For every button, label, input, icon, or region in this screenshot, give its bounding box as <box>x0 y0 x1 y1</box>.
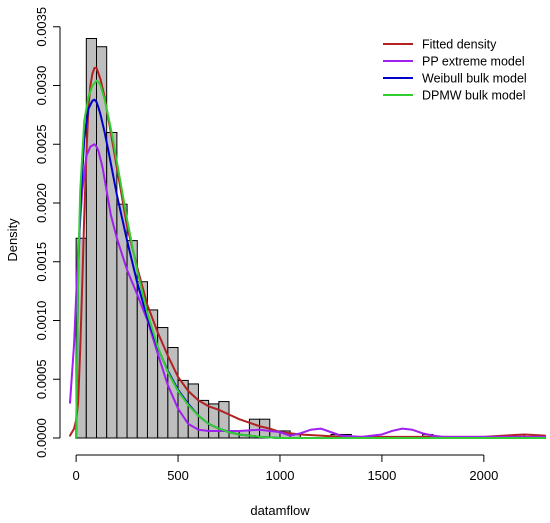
legend-label: PP extreme model <box>422 55 525 69</box>
y-tick-label: 0.0020 <box>34 183 49 223</box>
x-axis-label: datamflow <box>250 503 310 518</box>
x-axis-ticks: 0 500 1000 1500 2000 <box>72 455 498 483</box>
y-tick-label: 0.0025 <box>34 124 49 164</box>
series-line-pp-extreme-model <box>69 143 546 438</box>
series-line-dpmw-bulk-model <box>75 79 546 439</box>
y-tick-label: 0.0030 <box>34 66 49 106</box>
x-tick-label: 2000 <box>469 468 498 483</box>
y-tick-label: 0.0000 <box>34 418 49 458</box>
legend: Fitted density PP extreme model Weibull bu… <box>383 38 527 103</box>
legend-label: DPMW bulk model <box>422 89 526 103</box>
histogram-bar <box>106 132 118 439</box>
histogram-bar <box>116 203 128 439</box>
density-curves <box>69 66 546 439</box>
y-axis-label: Density <box>5 218 20 262</box>
y-tick-label: 0.0035 <box>34 7 49 47</box>
histogram-bar <box>126 240 138 439</box>
x-tick-label: 1000 <box>266 468 295 483</box>
y-tick-label: 0.0015 <box>34 242 49 282</box>
legend-label: Weibull bulk model <box>422 72 527 86</box>
y-axis-ticks: 0.0000 0.0005 0.0010 0.0015 0.0020 0.0025 0.00… <box>34 7 60 458</box>
x-tick-label: 500 <box>167 468 189 483</box>
histogram-bar <box>218 401 230 439</box>
y-tick-label: 0.0010 <box>34 301 49 341</box>
y-tick-label: 0.0005 <box>34 359 49 399</box>
x-tick-label: 0 <box>72 468 79 483</box>
x-tick-label: 1500 <box>367 468 396 483</box>
histogram-bars <box>75 38 526 439</box>
legend-label: Fitted density <box>422 38 497 52</box>
